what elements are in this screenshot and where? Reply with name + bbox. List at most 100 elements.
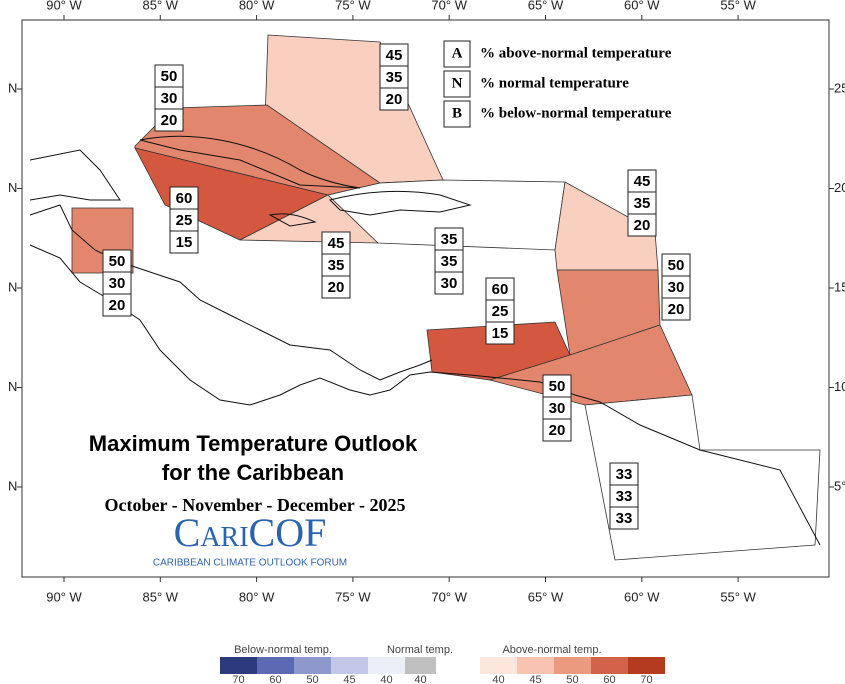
- key-letter: A: [452, 45, 463, 61]
- logo: CariCOF: [174, 510, 327, 555]
- probability-value: 35: [328, 257, 345, 274]
- legend-key: A N B % above-normal temperature % norma…: [443, 40, 672, 128]
- colorbar-swatch: [591, 657, 628, 674]
- probability-box: [485, 321, 515, 345]
- probability-value: 35: [441, 231, 458, 248]
- lat-label: N: [8, 180, 17, 195]
- lon-label: 70° W: [431, 0, 467, 12]
- probability-box: [627, 213, 657, 237]
- probability-value: 60: [492, 281, 509, 298]
- probability-box: [379, 87, 409, 111]
- colorbar-label: 70: [232, 674, 244, 684]
- lon-label: 60° W: [624, 589, 660, 604]
- lon-label: 85° W: [143, 0, 179, 12]
- probability-value: 60: [176, 190, 193, 207]
- lon-label: 80° W: [239, 0, 275, 12]
- probability-value: 50: [668, 257, 685, 274]
- probability-value: 45: [386, 47, 403, 64]
- probability-value: 20: [161, 112, 178, 129]
- lat-label: N: [8, 478, 17, 493]
- probability-box: [434, 271, 464, 295]
- logo-tagline: CARIBBEAN CLIMATE OUTLOOK FORUM: [153, 558, 347, 569]
- regions: [71, 34, 821, 561]
- probability-value: 30: [668, 279, 685, 296]
- colorbar-swatch: [257, 657, 294, 674]
- probability-value: 35: [386, 69, 403, 86]
- probability-value: 33: [616, 466, 633, 483]
- probability-value: 50: [549, 378, 566, 395]
- colorbar-label: 60: [269, 674, 281, 684]
- probability-value: 20: [549, 422, 566, 439]
- key-box: [443, 70, 471, 98]
- title: for the Caribbean: [162, 460, 344, 485]
- probability-value: 30: [441, 275, 458, 292]
- colorbar-label: 50: [566, 674, 578, 684]
- lon-label: 65° W: [528, 589, 564, 604]
- lon-label: 55° W: [720, 589, 756, 604]
- colorbar-swatch: [220, 657, 257, 674]
- lon-label: 70° W: [431, 589, 467, 604]
- colorbar-label: 45: [343, 674, 355, 684]
- probability-box: [661, 297, 691, 321]
- probability-value: 20: [109, 297, 126, 314]
- key-box: [443, 40, 471, 68]
- lon-label: 90° W: [46, 589, 82, 604]
- colorbar-swatch: [331, 657, 368, 674]
- key-text: % above-normal temperature: [480, 45, 672, 61]
- lon-label: 60° W: [624, 0, 660, 12]
- probability-value: 45: [328, 235, 345, 252]
- probability-value: 20: [668, 301, 685, 318]
- probability-box: [321, 275, 351, 299]
- lat-label: 5°: [834, 478, 845, 493]
- title: Maximum Temperature Outlook: [89, 431, 418, 456]
- lat-label: 15: [834, 279, 845, 294]
- outlook-region: [584, 394, 821, 561]
- key-text: % normal temperature: [480, 75, 629, 91]
- colorbar-swatch: [480, 657, 517, 674]
- probability-value: 30: [549, 400, 566, 417]
- lon-label: 85° W: [143, 589, 179, 604]
- probability-value: 20: [634, 217, 651, 234]
- colorbar-label: 70: [640, 674, 652, 684]
- probability-box: [542, 418, 572, 442]
- colorbar: Below-normal temp. 70 60 50 45 40 Normal temp.…: [220, 644, 665, 684]
- colorbar-label: 40: [492, 674, 504, 684]
- probability-value: 35: [634, 195, 651, 212]
- probability-value: 15: [492, 325, 509, 342]
- lat-label: 10°: [834, 379, 845, 394]
- subtitle: October - November - December - 2025: [105, 495, 406, 515]
- probability-value: 25: [492, 303, 509, 320]
- colorbar-label: 45: [529, 674, 541, 684]
- colorbar-title: Above-normal temp.: [502, 644, 601, 656]
- key-letter: B: [452, 105, 462, 121]
- probability-box: [102, 293, 132, 317]
- probability-value: 15: [176, 234, 193, 251]
- coastlines: [29, 135, 821, 546]
- lat-label: N: [8, 379, 17, 394]
- probability-value: 20: [386, 91, 403, 108]
- lon-label: 65° W: [528, 0, 564, 12]
- lat-label: 20°: [834, 180, 845, 195]
- key-text: % below-normal temperature: [480, 105, 672, 121]
- lat-label: 25°: [834, 80, 845, 95]
- probability-box: [154, 108, 184, 132]
- colorbar-label: 50: [306, 674, 318, 684]
- probability-value: 45: [634, 173, 651, 190]
- lon-label: 80° W: [239, 589, 275, 604]
- key-letter: N: [452, 75, 463, 91]
- probability-value: 30: [161, 90, 178, 107]
- probability-value: 30: [109, 275, 126, 292]
- colorbar-title: Below-normal temp.: [234, 644, 332, 656]
- colorbar-swatch: [554, 657, 591, 674]
- colorbar-title: Normal temp.: [387, 644, 453, 656]
- colorbar-swatch: [405, 657, 436, 674]
- lat-label: N: [8, 80, 17, 95]
- probability-value: 33: [616, 488, 633, 505]
- probability-value: 50: [161, 68, 178, 85]
- colorbar-swatch: [368, 657, 405, 674]
- colorbar-swatch: [517, 657, 554, 674]
- colorbar-swatch: [294, 657, 331, 674]
- colorbar-label: 40: [414, 674, 426, 684]
- colorbar-label: 40: [380, 674, 392, 684]
